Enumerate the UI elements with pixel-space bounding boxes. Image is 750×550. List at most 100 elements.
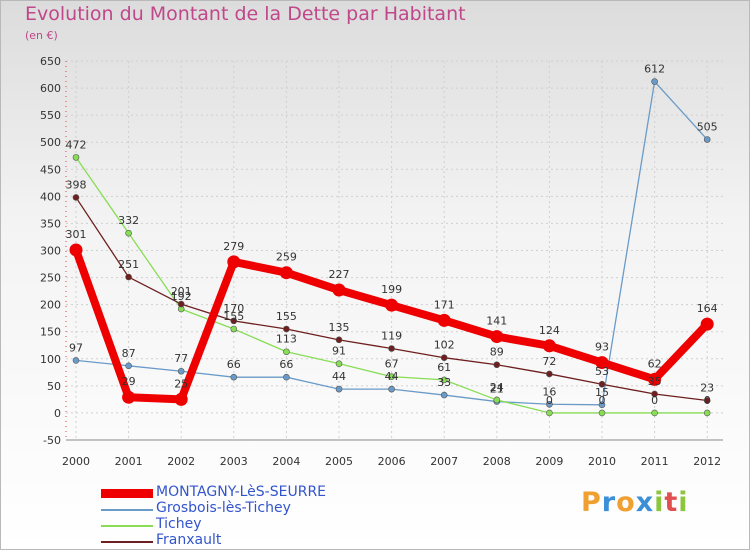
data-point [174,392,188,406]
data-label: 0 [546,394,553,407]
data-label: 113 [276,333,297,346]
data-label: 72 [542,355,556,368]
data-label: 97 [69,341,83,354]
data-label: 301 [66,228,87,241]
data-label: 155 [223,310,244,323]
data-label: 61 [437,361,451,374]
data-label: 251 [118,258,139,271]
y-tick-label: 350 [40,217,61,230]
data-point [388,373,395,380]
logo-letter: t [664,487,679,518]
data-point [546,409,553,417]
data-label: 227 [329,268,350,281]
y-tick-label: 400 [40,190,61,203]
data-point [230,325,238,333]
data-label: 21 [490,383,504,396]
data-point [177,367,185,375]
y-tick-label: 500 [40,136,61,149]
data-point [598,401,606,409]
y-tick-label: 600 [40,82,61,95]
data-label: 505 [697,121,718,134]
data-label: 0 [651,394,658,407]
data-label: 93 [595,341,609,354]
logo-letter: P [581,487,602,518]
legend-swatch-franxault [101,541,153,543]
x-tick-label: 2012 [693,455,721,468]
x-tick-label: 2001 [115,455,143,468]
legend-label-montagny: MONTAGNY-LèS-SEURRE [156,484,327,500]
data-point [703,136,711,143]
data-point [332,283,346,297]
data-point [440,391,448,399]
data-label: 66 [279,358,293,371]
data-label: 135 [329,321,350,334]
data-point [335,385,343,393]
x-tick-label: 2005 [325,455,353,468]
data-point [283,348,290,356]
data-label: 23 [700,381,714,394]
data-point [335,360,343,367]
data-point [546,400,553,408]
legend-swatch-montagny [101,489,153,498]
grid-lines [66,60,723,441]
logo-letter: r [601,487,617,518]
data-point [651,78,658,85]
data-point [125,229,132,237]
data-label: 29 [122,375,136,388]
logo-letter: i [678,487,689,518]
legend-swatch-tichey [101,525,153,527]
data-point [388,345,395,352]
data-point [440,354,448,362]
x-tick-label: 2002 [167,455,195,468]
data-label: 201 [171,285,192,298]
legend-label-tichey: Tichey [156,516,202,532]
data-label: 0 [599,394,606,407]
data-point [230,317,238,325]
data-point [388,385,395,393]
x-tick-label: 2004 [272,455,300,468]
data-point [125,273,132,281]
x-tick-label: 2008 [483,455,511,468]
y-tick-label: 200 [40,299,61,312]
data-point [385,298,399,312]
x-tick-label: 2000 [62,455,90,468]
logo-letter: i [654,487,665,518]
x-tick-label: 2010 [588,455,616,468]
logo-letter: x [635,487,655,518]
data-point [69,243,83,257]
data-label: 612 [644,63,665,76]
chart-subtitle: (en €) [25,29,58,42]
y-tick-label: 100 [40,353,61,366]
x-tick-label: 2009 [535,455,563,468]
logo-letter: o [616,487,636,518]
data-label: 16 [542,385,556,398]
legend-label-grosbois: Grosbois-lès-Tichey [156,500,291,516]
data-label: 259 [276,251,297,264]
data-point [493,361,501,369]
data-point [335,336,343,344]
data-label: 25 [174,377,188,390]
y-tick-label: 550 [40,109,61,122]
chart-title: Evolution du Montant de la Dette par Hab… [25,3,466,25]
y-tick-label: -50 [43,434,61,447]
data-label: 44 [332,370,346,383]
y-tick-label: 300 [40,245,61,258]
proxiti-logo: Proxiti [581,487,689,518]
x-tick-label: 2003 [220,455,248,468]
x-tick-label: 2007 [430,455,458,468]
data-point [700,317,714,331]
y-tick-label: 0 [54,407,61,420]
data-label: 171 [434,298,455,311]
legend-swatch-grosbois [101,509,153,511]
data-point [493,396,501,404]
data-point [279,266,293,280]
data-label: 332 [118,214,139,227]
data-point [703,409,711,417]
data-label: 89 [490,346,504,359]
data-point [283,325,290,333]
data-label: 15 [595,386,609,399]
data-label: 0 [704,394,711,407]
data-point [177,300,185,308]
